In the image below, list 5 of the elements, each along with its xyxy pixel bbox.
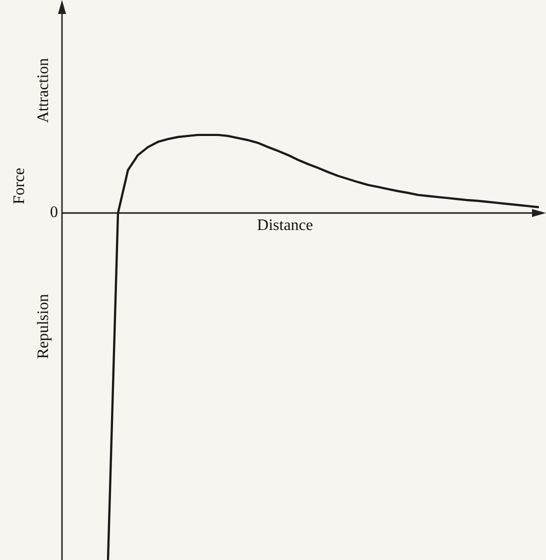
text: Attraction — [35, 58, 52, 123]
y-axis-title: Force — [11, 168, 28, 204]
text: Repulsion — [35, 294, 52, 359]
x-axis-title: Distance — [257, 217, 313, 234]
text: 0 — [50, 204, 58, 222]
